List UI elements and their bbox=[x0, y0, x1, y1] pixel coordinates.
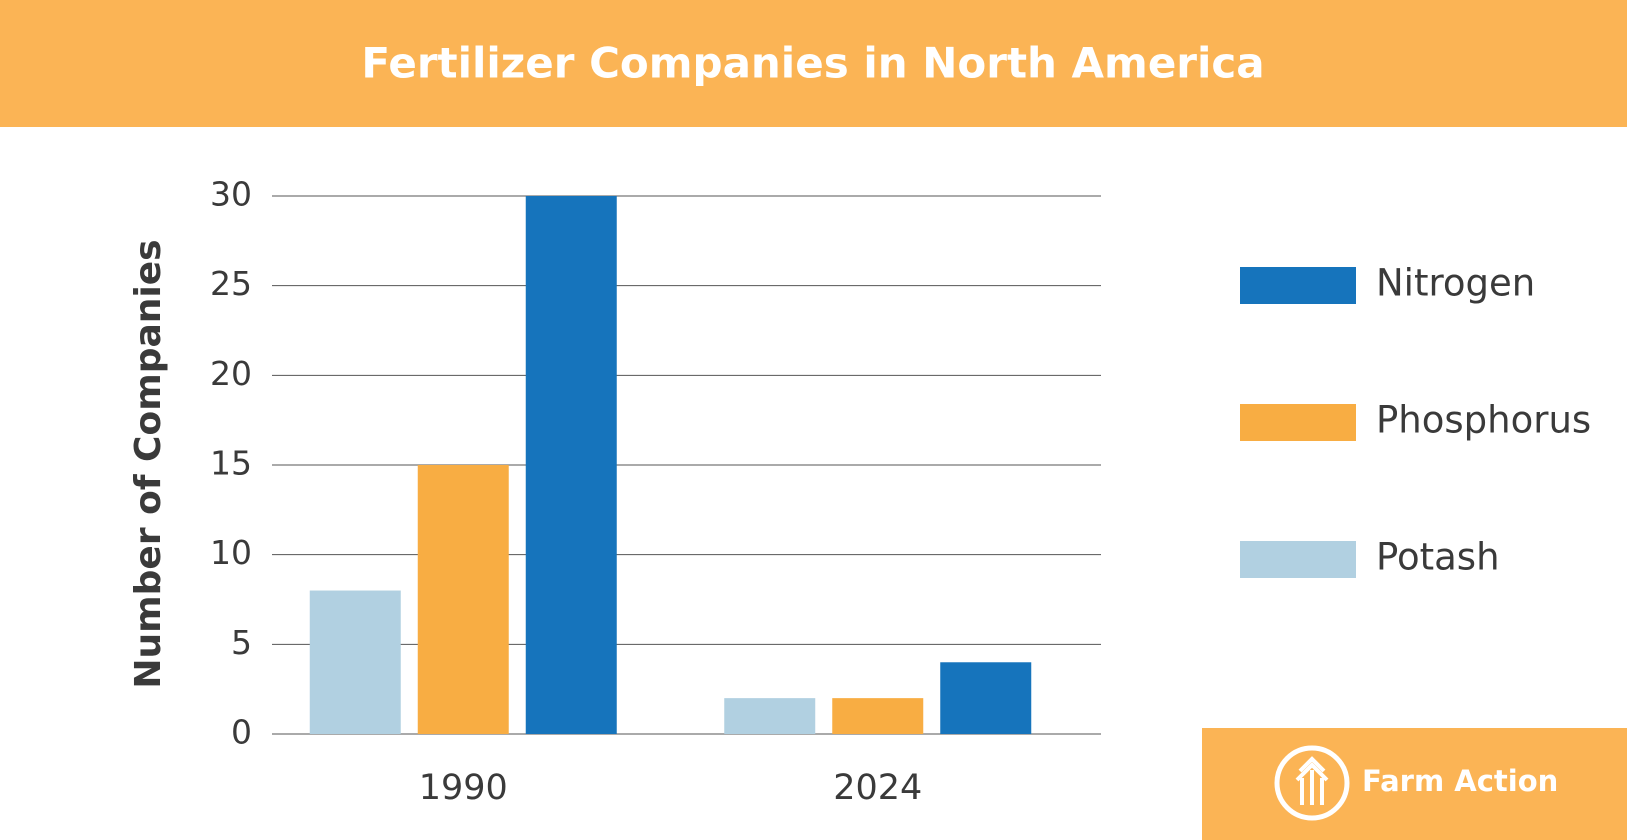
y-tick-label: 10 bbox=[210, 533, 252, 572]
legend-swatch bbox=[1240, 404, 1356, 441]
bar bbox=[417, 465, 509, 734]
header-band bbox=[0, 0, 1627, 127]
bar bbox=[525, 196, 617, 734]
brand-band bbox=[1202, 728, 1627, 840]
legend-swatch bbox=[1240, 541, 1356, 578]
bar bbox=[832, 698, 924, 734]
legend-label: Potash bbox=[1376, 536, 1500, 579]
y-axis-label: Number of Companies bbox=[128, 239, 169, 688]
y-tick-label: 15 bbox=[210, 444, 252, 483]
y-tick-label: 30 bbox=[210, 175, 252, 214]
brand-logo bbox=[1274, 745, 1350, 821]
y-tick-label: 0 bbox=[231, 713, 252, 752]
x-tick-label: 1990 bbox=[419, 768, 508, 808]
legend-label: Nitrogen bbox=[1376, 262, 1535, 305]
y-tick-label: 25 bbox=[210, 264, 252, 303]
brand-name: Farm Action bbox=[1362, 764, 1558, 798]
bar bbox=[309, 590, 401, 734]
x-tick-label: 2024 bbox=[833, 768, 922, 808]
legend-label: Phosphorus bbox=[1376, 399, 1591, 442]
y-tick-label: 20 bbox=[210, 354, 252, 393]
y-tick-label: 5 bbox=[231, 623, 252, 662]
bar bbox=[724, 698, 816, 734]
chart-title: Fertilizer Companies in North America bbox=[361, 39, 1264, 88]
brand-logo-mark bbox=[1295, 756, 1329, 805]
legend-swatch bbox=[1240, 267, 1356, 304]
bar bbox=[940, 662, 1032, 734]
